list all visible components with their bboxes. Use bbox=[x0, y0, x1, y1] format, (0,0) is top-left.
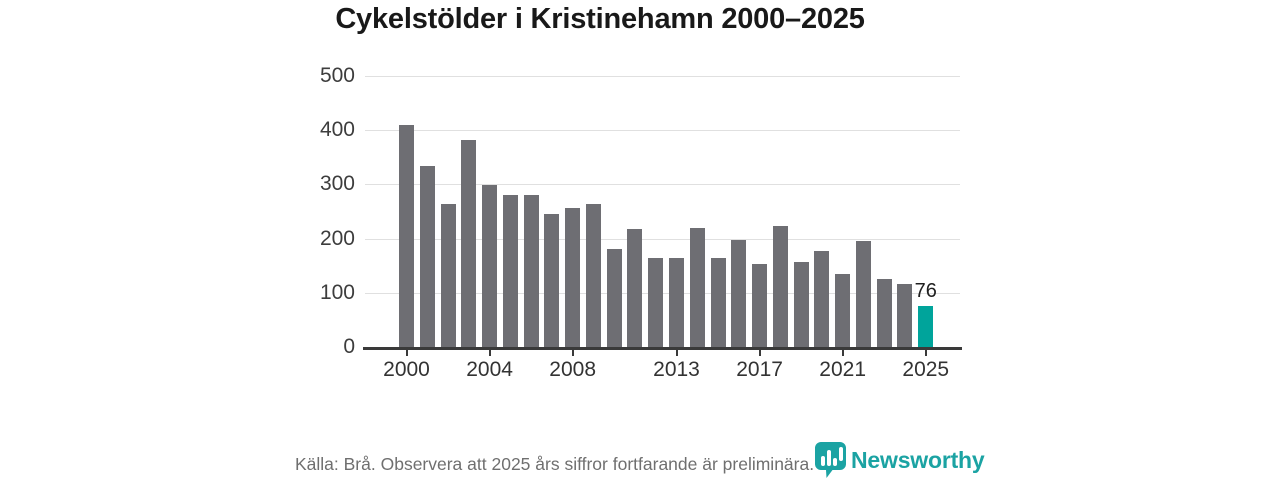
newsworthy-logo-text: Newsworthy bbox=[851, 446, 985, 473]
y-axis-label-500: 500 bbox=[319, 64, 355, 87]
gridline-400 bbox=[365, 130, 960, 132]
x-axis-tick-2021 bbox=[841, 349, 844, 356]
bar-2000 bbox=[399, 124, 414, 347]
x-axis-label-2000: 2000 bbox=[383, 358, 430, 381]
bar-2009 bbox=[585, 203, 601, 347]
bar-2014 bbox=[689, 228, 705, 347]
y-axis-label-300: 300 bbox=[319, 172, 355, 196]
y-axis-label-200: 200 bbox=[319, 226, 355, 250]
bar-2015 bbox=[710, 258, 726, 347]
x-axis-label-2013: 2013 bbox=[653, 358, 700, 381]
bar-2017 bbox=[752, 263, 768, 347]
x-axis-label-2025: 2025 bbox=[902, 358, 950, 381]
bar-2002 bbox=[440, 203, 456, 347]
bar-2003 bbox=[461, 140, 477, 347]
bar-2001 bbox=[419, 165, 435, 347]
newsworthy-bar-chart-bubble-icon bbox=[815, 442, 846, 478]
bar-2023 bbox=[876, 278, 892, 347]
bar-2011 bbox=[627, 229, 643, 347]
bar-2020 bbox=[814, 250, 830, 347]
bar-2010 bbox=[606, 249, 622, 347]
y-axis-label-100: 100 bbox=[319, 280, 355, 304]
x-axis-tick-2017 bbox=[758, 349, 761, 356]
bar-2004 bbox=[482, 185, 498, 347]
x-axis-tick-2013 bbox=[675, 349, 678, 356]
y-axis-label-400: 400 bbox=[319, 118, 355, 142]
bar-2006 bbox=[523, 194, 539, 347]
source-note: Källa: Brå. Observera att 2025 års siffr… bbox=[295, 454, 815, 474]
bar-2013 bbox=[669, 258, 684, 347]
bar-2021 bbox=[835, 273, 851, 347]
x-axis-tick-2008 bbox=[571, 349, 574, 356]
x-axis-label-2008: 2008 bbox=[549, 358, 597, 381]
bar-value-label: 76 bbox=[914, 279, 937, 302]
bar-2008 bbox=[565, 207, 581, 347]
bar-2022 bbox=[855, 241, 871, 347]
chart-title: Cykelstölder i Kristinehamn 2000–2025 bbox=[335, 3, 865, 35]
bar-2016 bbox=[731, 240, 747, 347]
x-axis-label-2017: 2017 bbox=[736, 358, 783, 381]
bar-2012 bbox=[648, 258, 664, 347]
x-axis-tick-2000 bbox=[405, 349, 408, 356]
bar-2007 bbox=[544, 214, 560, 347]
x-axis-label-2004: 2004 bbox=[466, 358, 513, 381]
bar-2019 bbox=[793, 261, 809, 347]
gridline-300 bbox=[365, 184, 960, 186]
x-axis-tick-2025 bbox=[924, 349, 927, 356]
x-axis-line bbox=[363, 347, 962, 350]
bar-2024 bbox=[897, 283, 913, 347]
x-axis-tick-2004 bbox=[488, 349, 491, 356]
bar-2025 bbox=[918, 305, 934, 347]
bar-2018 bbox=[772, 225, 788, 347]
gridline-500 bbox=[365, 76, 960, 77]
x-axis-label-2021: 2021 bbox=[819, 358, 867, 381]
gridline-200 bbox=[365, 238, 960, 240]
y-axis-label-0: 0 bbox=[343, 335, 355, 358]
newsworthy-logo: Newsworthy bbox=[814, 441, 985, 479]
bar-2005 bbox=[502, 195, 518, 347]
